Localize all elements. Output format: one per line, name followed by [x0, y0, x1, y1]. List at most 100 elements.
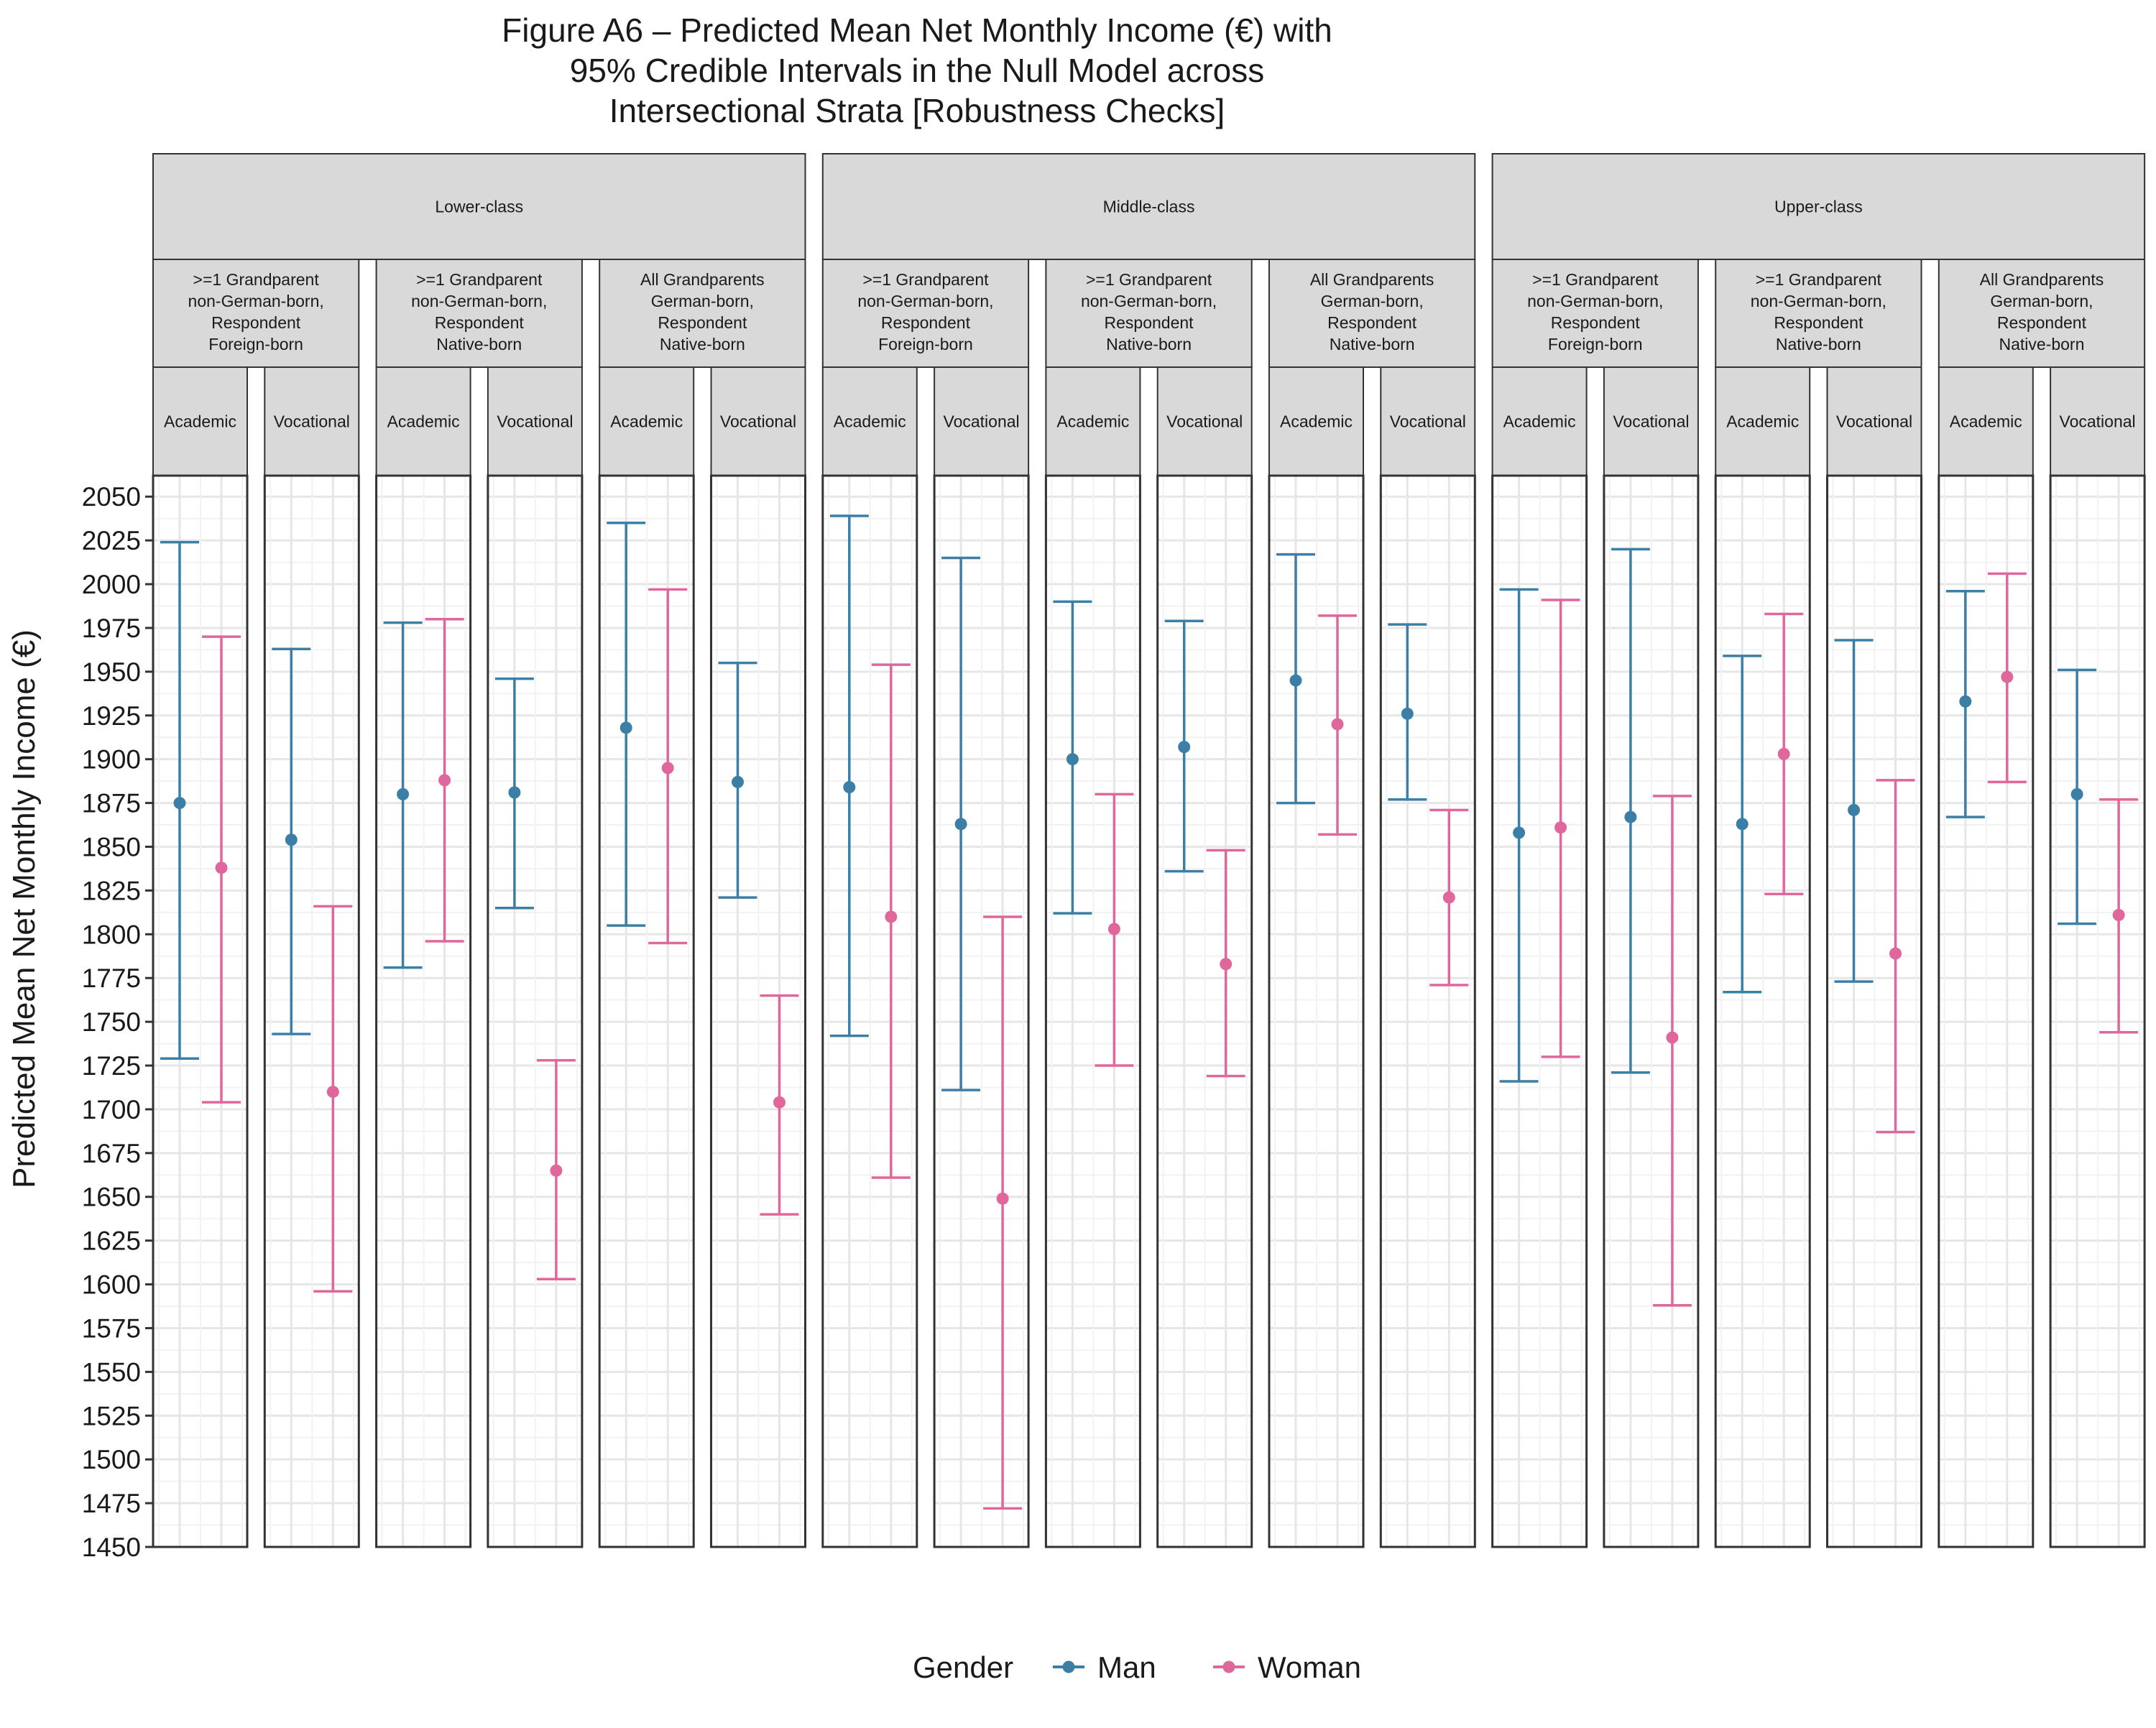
origin-strip-label: Respondent: [1774, 313, 1864, 332]
man-errorbar: [1499, 588, 1539, 1083]
woman-mean-point: [1107, 923, 1120, 935]
man-errorbar: [2058, 668, 2097, 925]
panel-border: [1379, 474, 1476, 1548]
panel-border: [1156, 474, 1253, 1548]
origin-strip-label: Respondent: [1327, 313, 1417, 332]
y-tick-label: 1775: [82, 964, 141, 993]
origin-strip-label: Respondent: [1997, 313, 2087, 332]
man-errorbar: [494, 677, 534, 910]
woman-mean-point: [1442, 891, 1455, 904]
man-mean-point: [1848, 803, 1860, 816]
origin-strip: [1268, 259, 1476, 368]
woman-mean-point: [438, 774, 451, 787]
woman-errorbar: [202, 635, 241, 1104]
education-strip-label: Academic: [610, 412, 683, 431]
origin-strip-label: >=1 Grandparent: [862, 270, 989, 289]
education-strip: [375, 366, 471, 476]
y-tick-label: 1675: [82, 1139, 141, 1168]
man-mean-point: [1624, 810, 1637, 823]
chart-title: Figure A6 – Predicted Mean Net Monthly I…: [502, 11, 1332, 129]
education-strip-label: Vocational: [2060, 412, 2136, 431]
origin-strip-label: Native-born: [660, 335, 745, 354]
origin-strip: [375, 259, 583, 368]
education-strip-label: Vocational: [1613, 412, 1689, 431]
man-mean-point: [2070, 787, 2083, 800]
origin-strip-label: All Grandparents: [640, 270, 765, 289]
woman-errorbar: [2099, 798, 2139, 1034]
origin-strip: [1045, 259, 1253, 368]
man-mean-point: [732, 775, 744, 788]
origin-strip-label: German-born,: [651, 292, 754, 310]
origin-strip: [599, 259, 806, 368]
y-tick-label: 1750: [82, 1007, 141, 1037]
panel-border: [1714, 474, 1811, 1548]
man-mean-point: [1736, 818, 1749, 831]
panel-border: [598, 474, 695, 1548]
education-strip: [2050, 366, 2146, 476]
y-tick-label: 2025: [82, 526, 141, 555]
woman-mean-point: [885, 910, 898, 923]
man-mean-point: [843, 781, 856, 794]
man-mean-point: [173, 797, 186, 810]
man-mean-point: [508, 786, 521, 799]
origin-strip-label: German-born,: [1321, 292, 1424, 310]
facet-panel: [821, 474, 918, 1548]
education-strip: [1268, 366, 1364, 476]
y-tick-label: 1900: [82, 745, 141, 775]
education-strip-label: Vocational: [274, 412, 350, 431]
panel-border: [487, 474, 584, 1548]
facet-strips: Lower-class >=1 Grandparent non-German-bor…: [152, 153, 2146, 476]
woman-errorbar: [1987, 572, 2027, 784]
legend-key-point: [1062, 1660, 1075, 1673]
origin-strip-label: >=1 Grandparent: [193, 270, 320, 289]
origin-strip-label: Native-born: [1330, 335, 1415, 354]
panel-border: [1826, 474, 1922, 1548]
woman-mean-point: [773, 1096, 786, 1109]
woman-mean-point: [215, 861, 228, 874]
education-strip-label: Vocational: [1836, 412, 1912, 431]
origin-strip-label: Respondent: [658, 313, 747, 332]
y-axis: 1450 1475 1500 1525 1550 1575 1600 1625 1650 1675…: [82, 482, 153, 1562]
woman-mean-point: [550, 1164, 563, 1177]
facet-panel: [375, 474, 472, 1548]
man-errorbar: [383, 621, 423, 969]
woman-errorbar: [536, 1058, 576, 1280]
origin-strip-label: Native-born: [1106, 335, 1192, 354]
woman-errorbar: [1429, 808, 1469, 987]
origin-strip: [152, 259, 360, 368]
facet-panel: [933, 474, 1030, 1548]
panel-border: [1044, 474, 1141, 1548]
origin-strip-label: Native-born: [1999, 335, 2085, 354]
origin-strip-label: non-German-born,: [188, 292, 324, 310]
origin-strip-label: All Grandparents: [1980, 270, 2104, 289]
y-tick-label: 1475: [82, 1489, 141, 1518]
education-strip: [599, 366, 695, 476]
class-strip: [821, 153, 1476, 260]
man-errorbar: [607, 522, 646, 927]
origin-strip: [1715, 259, 1922, 368]
title-line: Intersectional Strata [Robustness Checks…: [609, 92, 1225, 129]
y-tick-label: 1625: [82, 1226, 141, 1256]
title-line: Figure A6 – Predicted Mean Net Monthly I…: [502, 11, 1332, 49]
woman-mean-point: [1554, 821, 1567, 834]
class-strip-label: Upper-class: [1774, 198, 1863, 216]
origin-strip: [821, 259, 1030, 368]
facet-panel: [710, 474, 806, 1548]
education-strip-label: Academic: [1503, 412, 1576, 431]
origin-strip-label: Respondent: [1105, 313, 1194, 332]
woman-errorbar: [313, 905, 353, 1293]
title-line: 95% Credible Intervals in the Null Model…: [570, 52, 1264, 89]
education-strip: [1045, 366, 1141, 476]
origin-strip-label: Respondent: [881, 313, 971, 332]
origin-strip-label: Respondent: [435, 313, 525, 332]
y-tick-label: 1550: [82, 1357, 141, 1387]
education-strip: [1938, 366, 2034, 476]
education-strip-label: Academic: [1280, 412, 1353, 431]
legend-label: Woman: [1258, 1650, 1361, 1684]
education-strip: [934, 366, 1030, 476]
man-errorbar: [272, 647, 311, 1035]
y-tick-label: 2000: [82, 570, 141, 599]
woman-mean-point: [1889, 947, 1902, 960]
